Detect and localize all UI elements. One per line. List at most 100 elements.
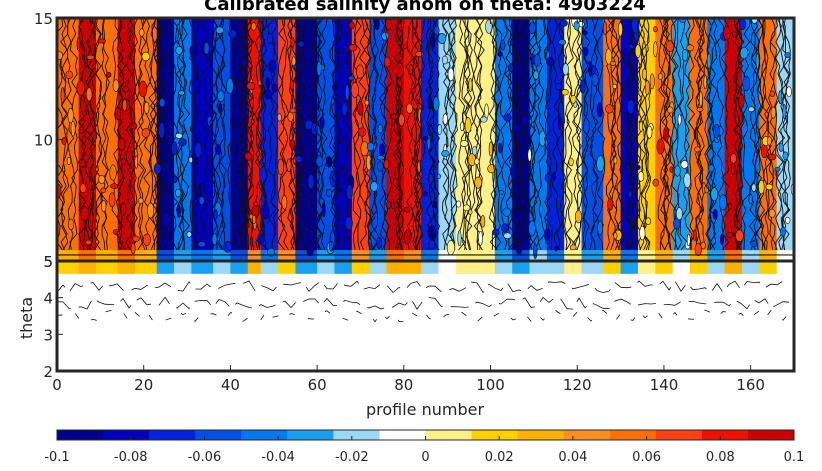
contour-patch — [780, 226, 787, 237]
contour-patch — [188, 156, 193, 164]
contour-patch — [474, 158, 480, 165]
contour-line — [367, 18, 377, 251]
contour-patch — [738, 94, 745, 109]
contour-patch — [217, 90, 225, 102]
lower-heatmap-cell — [564, 261, 583, 274]
y-tick-label-upper: 5 — [43, 253, 53, 271]
contour-patch — [653, 26, 658, 33]
lower-heatmap-cell — [260, 261, 279, 274]
contour-patch — [218, 102, 223, 114]
colorbar-swatch — [379, 430, 426, 440]
heatmap-column — [117, 18, 136, 257]
contour-patch — [768, 153, 777, 161]
contour-line — [200, 18, 210, 251]
contour-line — [661, 18, 671, 251]
contour-patch — [436, 173, 441, 179]
colorbar-ticks: -0.1 -0.08 -0.06 -0.04 -0.02 0 0.02 0.04 0.06 0.0… — [44, 436, 804, 465]
contour-patch — [289, 139, 296, 149]
contour-patch — [130, 122, 138, 130]
contour-patch — [498, 189, 504, 195]
contour-patch — [242, 81, 248, 97]
contour-patch — [117, 137, 126, 151]
contour-patch — [108, 192, 116, 208]
lower-heatmap-cell — [295, 261, 318, 274]
lower-contour-line — [57, 296, 790, 310]
contour-patch — [346, 184, 353, 200]
contour-patch — [325, 155, 333, 168]
contour-line — [489, 18, 498, 251]
contour-line — [115, 18, 125, 251]
contour-patch — [306, 240, 315, 257]
contour-patch — [421, 135, 429, 141]
contour-patch — [755, 53, 760, 70]
x-tick-label: 140 — [650, 376, 679, 394]
lower-heatmap-cell — [78, 261, 97, 274]
contour-patch — [710, 187, 719, 201]
contour-patch — [267, 32, 273, 45]
contour-patch — [544, 173, 552, 183]
lower-heatmap-cell — [707, 261, 726, 274]
contour-patch — [205, 213, 213, 220]
contour-patch — [321, 201, 326, 218]
contour-line — [238, 18, 247, 251]
colorbar-tick-label: 0.02 — [485, 450, 514, 465]
contour-patch — [175, 45, 183, 55]
contour-patch — [307, 174, 315, 190]
contour-line — [287, 18, 296, 251]
contour-patch — [100, 187, 107, 194]
contour-patch — [76, 80, 85, 96]
contour-patch — [517, 195, 521, 202]
contour-patch — [758, 179, 765, 195]
contour-line — [537, 18, 546, 251]
contour-patch — [694, 243, 702, 257]
contour-patch — [617, 22, 623, 37]
contour-patch — [348, 44, 358, 52]
contour-patch — [562, 63, 569, 76]
lower-heatmap-cell — [529, 261, 548, 274]
x-tick-label: 20 — [134, 376, 153, 394]
lower-heatmap-cell — [494, 261, 513, 274]
lower-heatmap-cell — [369, 261, 387, 274]
contour-line — [363, 18, 372, 251]
contour-patch — [497, 51, 503, 57]
contour-patch — [632, 158, 639, 174]
contour-patch — [719, 194, 728, 211]
contour-patch — [441, 55, 448, 65]
contour-patch — [348, 75, 355, 81]
contour-line — [766, 18, 776, 251]
contour-line — [627, 18, 637, 250]
contour-line — [473, 18, 482, 250]
contour-patch — [348, 21, 355, 30]
contour-patch — [110, 183, 119, 189]
contour-patch — [390, 199, 395, 209]
contour-line — [442, 18, 451, 251]
contour-patch — [555, 83, 562, 91]
contour-patch — [605, 48, 613, 65]
lower-heatmap-cell — [57, 261, 80, 274]
lower-heatmap-cell — [317, 261, 335, 274]
contour-patch — [246, 81, 256, 91]
contour-patch — [331, 83, 340, 90]
contour-patch — [132, 235, 140, 242]
contour-patch — [250, 22, 257, 31]
contour-patch — [778, 90, 783, 105]
contour-patch — [271, 83, 278, 93]
contour-patch — [447, 67, 455, 82]
contour-patch — [153, 162, 162, 175]
contour-patch — [554, 245, 558, 252]
colorbar-tick-label: 0.04 — [558, 450, 587, 465]
contour-line — [125, 18, 134, 251]
lower-heatmap-cell — [421, 261, 440, 274]
contour-patch — [613, 232, 618, 240]
contour-patch — [432, 200, 438, 209]
chart-title: Calibrated salinity anom on theta: 49032… — [204, 0, 646, 15]
contour-patch — [582, 30, 588, 36]
lower-heatmap-cell — [603, 261, 622, 274]
contour-patch — [558, 39, 567, 46]
contour-patch — [605, 104, 614, 114]
contour-line — [488, 18, 498, 251]
contour-patch — [782, 151, 789, 160]
lower-heatmap-cell — [213, 261, 231, 274]
contour-patch — [80, 206, 89, 222]
y-axis-label: theta — [17, 297, 36, 339]
